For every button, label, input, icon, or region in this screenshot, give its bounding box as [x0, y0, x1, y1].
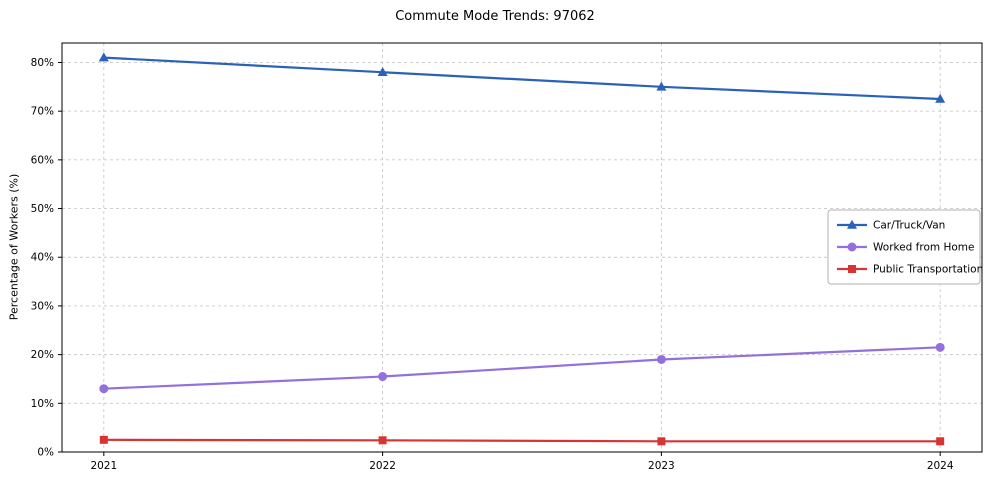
- data-point-triangle: [377, 67, 388, 77]
- tick-label: 80%: [31, 57, 54, 69]
- tick-label: 50%: [31, 203, 54, 215]
- tick-label: 70%: [31, 106, 54, 118]
- data-point-circle: [99, 384, 109, 394]
- data-point-triangle: [935, 93, 946, 103]
- tick-label: 0%: [37, 447, 54, 459]
- axis-ticks: 0% 10% 20% 30% 40% 50% 60% 70% 80% 2021 2022 2023 20…: [31, 57, 954, 472]
- data-point-square: [378, 436, 387, 445]
- data-point-circle: [378, 372, 388, 382]
- data-point-triangle: [98, 52, 109, 62]
- data-point-circle: [847, 242, 857, 252]
- legend-label: Worked from Home: [873, 242, 974, 254]
- legend-label: Car/Truck/Van: [873, 220, 945, 232]
- data-point-triangle: [656, 81, 667, 91]
- legend-box: [827, 209, 981, 285]
- legend-label: Public Transportation: [873, 264, 983, 276]
- tick-label: 2021: [90, 460, 117, 472]
- data-point-square: [99, 435, 108, 444]
- tick-label: 20%: [31, 349, 54, 361]
- tick-label: 40%: [31, 252, 54, 264]
- tick-label: 10%: [31, 398, 54, 410]
- tick-label: 2023: [648, 460, 675, 472]
- data-point-circle: [935, 342, 945, 352]
- chart-title: Commute Mode Trends: 97062: [395, 9, 595, 24]
- series-car-truck-van: [98, 52, 946, 103]
- tick-label: 2024: [927, 460, 954, 472]
- tick-label: 60%: [31, 154, 54, 166]
- data-point-square: [848, 265, 856, 273]
- axes-frame: [61, 42, 983, 453]
- series-worked-from-home: [99, 342, 945, 394]
- data-point-square: [657, 437, 666, 446]
- data-point-square: [936, 437, 945, 446]
- tick-label: 2022: [369, 460, 396, 472]
- legend: Car/Truck/Van Worked from Home Public Tran…: [827, 209, 983, 285]
- series-public-transportation: [99, 435, 945, 446]
- tick-label: 30%: [31, 300, 54, 312]
- data-point-triangle: [847, 219, 857, 229]
- data-point-circle: [656, 354, 666, 364]
